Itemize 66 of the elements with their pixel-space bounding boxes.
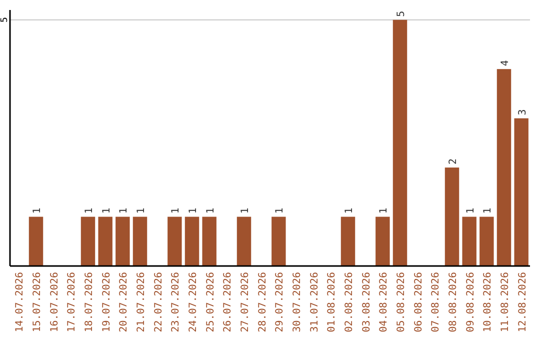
x-tick-label: 06.08.2026: [413, 272, 424, 332]
bar: [98, 216, 112, 266]
bar: [272, 216, 286, 266]
x-tick-label: 23.07.2026: [170, 272, 182, 332]
bar: [376, 216, 390, 266]
x-tick-label: 21.07.2026: [136, 272, 147, 332]
bar: [444, 168, 460, 266]
x-tick-label: 31.07.2026: [309, 272, 320, 332]
bar: [116, 216, 130, 266]
bar: [132, 216, 148, 266]
data-label: 1: [465, 208, 476, 214]
data-label: 1: [118, 208, 130, 214]
bar: [392, 20, 408, 266]
bar: [168, 216, 182, 266]
x-tick-label: 18.07.2026: [84, 272, 95, 332]
x-tick-label: 22.07.2026: [153, 272, 164, 332]
x-tick-label: 30.07.2026: [292, 272, 303, 332]
x-tick-label: 10.08.2026: [482, 272, 494, 332]
bar: [514, 118, 528, 266]
bar: [496, 69, 512, 266]
data-label: 1: [136, 208, 147, 214]
data-label: 1: [188, 208, 199, 214]
x-tick-label: 07.08.2026: [430, 272, 442, 332]
x-tick-label: 24.07.2026: [188, 272, 199, 332]
x-tick-label: 09.08.2026: [465, 272, 476, 332]
data-label: 5: [396, 10, 407, 17]
bar: [202, 216, 216, 266]
x-tick-label: 14.07.2026: [14, 272, 26, 332]
data-label: 1: [84, 208, 95, 214]
data-label: 1: [344, 208, 355, 214]
bar: [80, 216, 96, 266]
data-label: 1: [32, 208, 43, 214]
x-tick-label: 19.07.2026: [101, 272, 112, 332]
data-label: 1: [378, 208, 390, 214]
bar: [184, 216, 200, 266]
x-tick-label: 15.07.2026: [32, 272, 43, 332]
x-tick-label: 11.08.2026: [500, 272, 511, 332]
bar: [462, 216, 476, 266]
x-tick-label: 12.08.2026: [517, 272, 528, 332]
x-tick-label: 26.07.2026: [222, 272, 234, 332]
x-tick-label: 29.07.2026: [274, 272, 286, 332]
x-tick-label: 04.08.2026: [378, 272, 390, 332]
data-label: 1: [170, 208, 182, 214]
data-label: 1: [205, 208, 216, 214]
bar: [340, 216, 356, 266]
x-tick-label: 03.08.2026: [361, 272, 372, 332]
data-label: 3: [517, 109, 528, 116]
x-tick-label: 20.07.2026: [118, 272, 130, 332]
data-label: 1: [482, 208, 494, 214]
x-tick-label: 27.07.2026: [240, 272, 251, 332]
bar: [28, 216, 44, 266]
x-tick-label: 05.08.2026: [396, 272, 407, 332]
bar: [480, 216, 494, 266]
x-tick-label: 28.07.2026: [257, 272, 268, 332]
x-tick-label: 25.07.2026: [205, 272, 216, 332]
data-label: 1: [101, 208, 112, 214]
x-tick-label: 16.07.2026: [49, 272, 60, 332]
x-tick-label: 08.08.2026: [448, 272, 459, 332]
data-label: 1: [240, 208, 251, 214]
data-label: 4: [500, 60, 511, 66]
x-tick-label: 02.08.2026: [344, 272, 355, 332]
data-label: 1: [274, 208, 286, 214]
data-label: 2: [448, 158, 459, 165]
x-tick-label: 01.08.2026: [326, 272, 338, 332]
x-tick-label: 17.07.2026: [66, 272, 78, 332]
bar: [236, 216, 252, 266]
